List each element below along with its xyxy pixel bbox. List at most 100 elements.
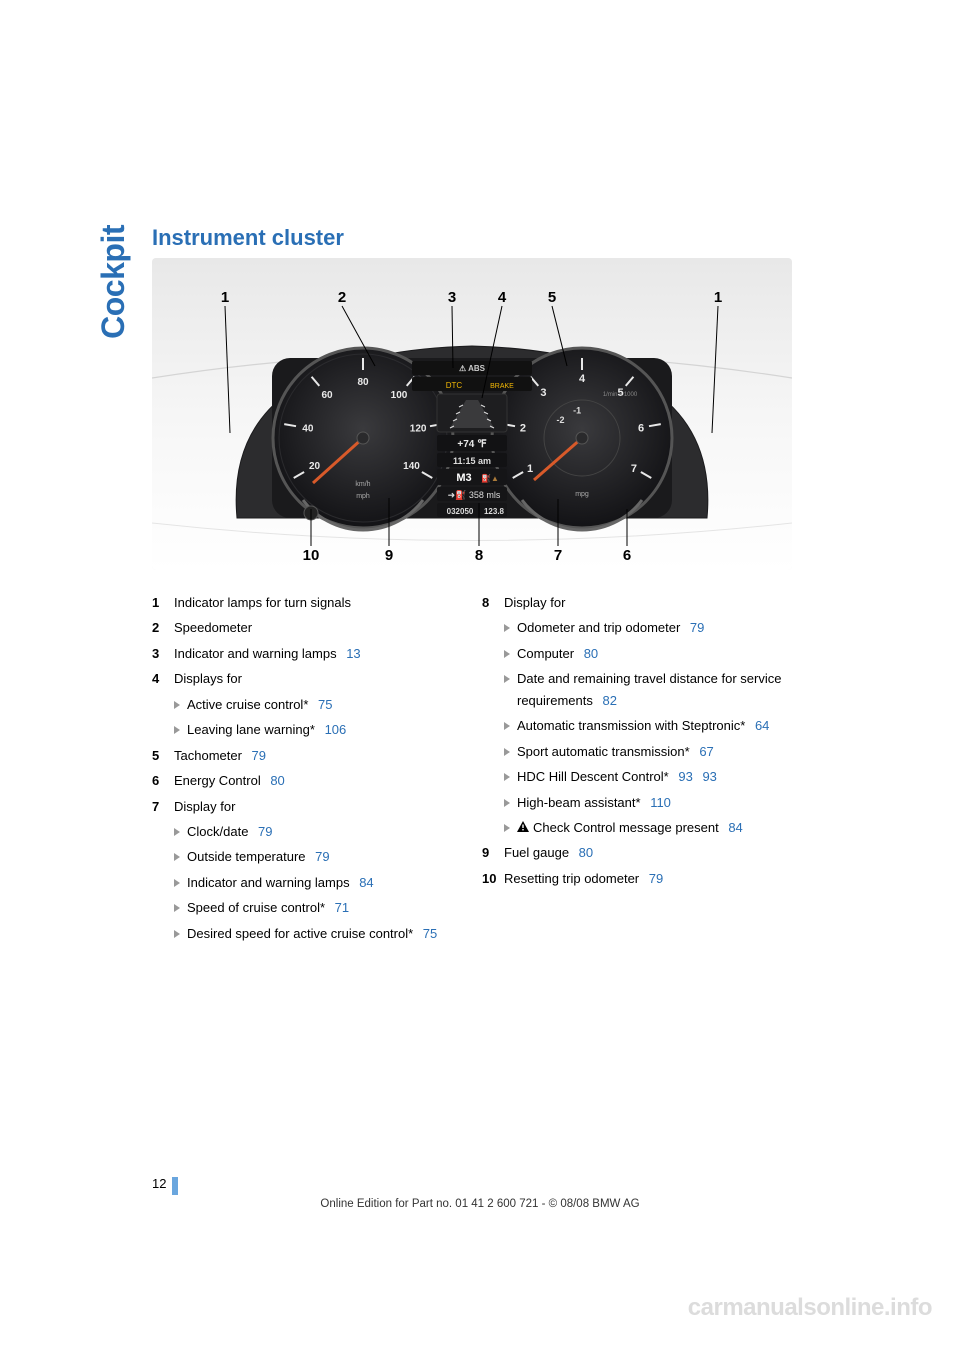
- legend-sub-text: Desired speed for active cruise control*…: [187, 923, 462, 944]
- footer-edition-text: Online Edition for Part no. 01 41 2 600 …: [0, 1198, 960, 1210]
- legend-column-left: 1 Indicator lamps for turn signals 2 Spe…: [152, 592, 462, 948]
- page-ref-link[interactable]: 79: [690, 620, 704, 635]
- triangle-bullet-icon: [504, 799, 510, 807]
- svg-text:140: 140: [403, 461, 420, 472]
- svg-text:7: 7: [631, 463, 637, 475]
- watermark: carmanualsonline.info: [688, 1294, 932, 1322]
- page-ref-link[interactable]: 75: [423, 926, 437, 941]
- page-ref-link[interactable]: 75: [318, 697, 332, 712]
- legend-sub-item: Speed of cruise control* 71: [152, 897, 462, 918]
- page-ref-link[interactable]: 79: [258, 824, 272, 839]
- page-ref-link[interactable]: 80: [579, 845, 593, 860]
- legend-item: 8 Display for: [482, 592, 792, 613]
- legend-sub-text: Indicator and warning lamps 84: [187, 872, 462, 893]
- legend-sub-text: Odometer and trip odometer 79: [517, 617, 792, 638]
- triangle-bullet-icon: [504, 722, 510, 730]
- legend-sub-item: Active cruise control* 75: [152, 694, 462, 715]
- legend-item-number: 9: [482, 842, 504, 863]
- legend-sub-text: Computer 80: [517, 643, 792, 664]
- svg-text:➜⛽ 358 mls: ➜⛽ 358 mls: [448, 489, 501, 500]
- page-ref-link[interactable]: 93: [678, 769, 692, 784]
- svg-text:11:15 am: 11:15 am: [453, 456, 491, 466]
- page-ref-link[interactable]: 13: [346, 646, 360, 661]
- svg-text:2: 2: [338, 289, 346, 306]
- legend-item: 3 Indicator and warning lamps 13: [152, 643, 462, 664]
- legend-item-text: Display for: [174, 796, 462, 817]
- legend-sub-text: Check Control message present 84: [517, 817, 792, 838]
- page-ref-link[interactable]: 67: [699, 744, 713, 759]
- svg-text:60: 60: [321, 390, 333, 401]
- svg-text:40: 40: [302, 423, 314, 434]
- legend-sub-item: Desired speed for active cruise control*…: [152, 923, 462, 944]
- page-number: 12: [152, 1176, 166, 1191]
- svg-text:DTC: DTC: [446, 381, 463, 390]
- svg-text:1/min x 1000: 1/min x 1000: [603, 392, 638, 398]
- legend-item-text: Speedometer: [174, 617, 462, 638]
- page-ref-link[interactable]: 79: [649, 871, 663, 886]
- triangle-bullet-icon: [504, 748, 510, 756]
- legend-sub-text: Outside temperature 79: [187, 846, 462, 867]
- legend-sub-item: HDC Hill Descent Control* 93 93: [482, 766, 792, 787]
- svg-text:032050: 032050: [447, 507, 474, 516]
- legend-item-text: Resetting trip odometer 79: [504, 868, 792, 889]
- legend-item: 10 Resetting trip odometer 79: [482, 868, 792, 889]
- legend-sub-item: Outside temperature 79: [152, 846, 462, 867]
- legend-sub-item: High-beam assistant* 110: [482, 792, 792, 813]
- svg-text:9: 9: [385, 547, 393, 564]
- svg-text:100: 100: [391, 390, 408, 401]
- triangle-bullet-icon: [174, 701, 180, 709]
- page-ref-link[interactable]: 84: [728, 820, 742, 835]
- legend-columns: 1 Indicator lamps for turn signals 2 Spe…: [152, 592, 792, 948]
- page-ref-link[interactable]: 71: [335, 900, 349, 915]
- triangle-bullet-icon: [504, 675, 510, 683]
- svg-text:123.8: 123.8: [484, 507, 505, 516]
- legend-item-number: 2: [152, 617, 174, 638]
- legend-sub-item: Leaving lane warning* 106: [152, 719, 462, 740]
- svg-text:1: 1: [714, 289, 722, 306]
- triangle-bullet-icon: [174, 904, 180, 912]
- svg-text:8: 8: [475, 547, 483, 564]
- page-ref-link[interactable]: 79: [315, 849, 329, 864]
- legend-item-text: Fuel gauge 80: [504, 842, 792, 863]
- svg-text:BRAKE: BRAKE: [490, 383, 514, 390]
- legend-sub-text: High-beam assistant* 110: [517, 792, 792, 813]
- triangle-bullet-icon: [504, 624, 510, 632]
- legend-item-number: 1: [152, 592, 174, 613]
- legend-sub-text: Active cruise control* 75: [187, 694, 462, 715]
- page-ref-link[interactable]: 93: [702, 769, 716, 784]
- section-title: Instrument cluster: [152, 225, 344, 251]
- instrument-cluster-diagram: 20406080100120140km/hmph1234567-2-11/min…: [152, 258, 792, 570]
- page-ref-link[interactable]: 79: [252, 748, 266, 763]
- legend-item: 9 Fuel gauge 80: [482, 842, 792, 863]
- legend-item-text: Indicator lamps for turn signals: [174, 592, 462, 613]
- legend-item-text: Tachometer 79: [174, 745, 462, 766]
- page-ref-link[interactable]: 84: [359, 875, 373, 890]
- page-ref-link[interactable]: 110: [650, 795, 671, 810]
- page-ref-link[interactable]: 80: [584, 646, 598, 661]
- triangle-bullet-icon: [174, 726, 180, 734]
- page-ref-link[interactable]: 64: [755, 718, 769, 733]
- legend-sub-text: Speed of cruise control* 71: [187, 897, 462, 918]
- page-ref-link[interactable]: 82: [602, 693, 616, 708]
- page-ref-link[interactable]: 106: [325, 722, 347, 737]
- legend-item: 5 Tachometer 79: [152, 745, 462, 766]
- page-number-block: 12: [152, 1176, 178, 1191]
- svg-text:+74 ℉: +74 ℉: [457, 439, 487, 450]
- legend-column-right: 8 Display for Odometer and trip odometer…: [482, 592, 792, 948]
- svg-text:120: 120: [410, 423, 427, 434]
- page-ref-link[interactable]: 80: [270, 773, 284, 788]
- svg-text:1: 1: [221, 289, 229, 306]
- legend-item-number: 10: [482, 868, 504, 889]
- legend-item: 1 Indicator lamps for turn signals: [152, 592, 462, 613]
- svg-text:6: 6: [623, 547, 631, 564]
- svg-text:3: 3: [540, 387, 546, 399]
- legend-item-number: 6: [152, 770, 174, 791]
- legend-item-number: 4: [152, 668, 174, 689]
- sidebar-section-label: Cockpit: [95, 225, 132, 339]
- legend-item: 2 Speedometer: [152, 617, 462, 638]
- svg-text:⛽▲: ⛽▲: [481, 473, 499, 483]
- legend-item-text: Display for: [504, 592, 792, 613]
- svg-text:mpg: mpg: [575, 491, 589, 498]
- svg-text:1: 1: [527, 463, 533, 475]
- svg-text:3: 3: [448, 289, 456, 306]
